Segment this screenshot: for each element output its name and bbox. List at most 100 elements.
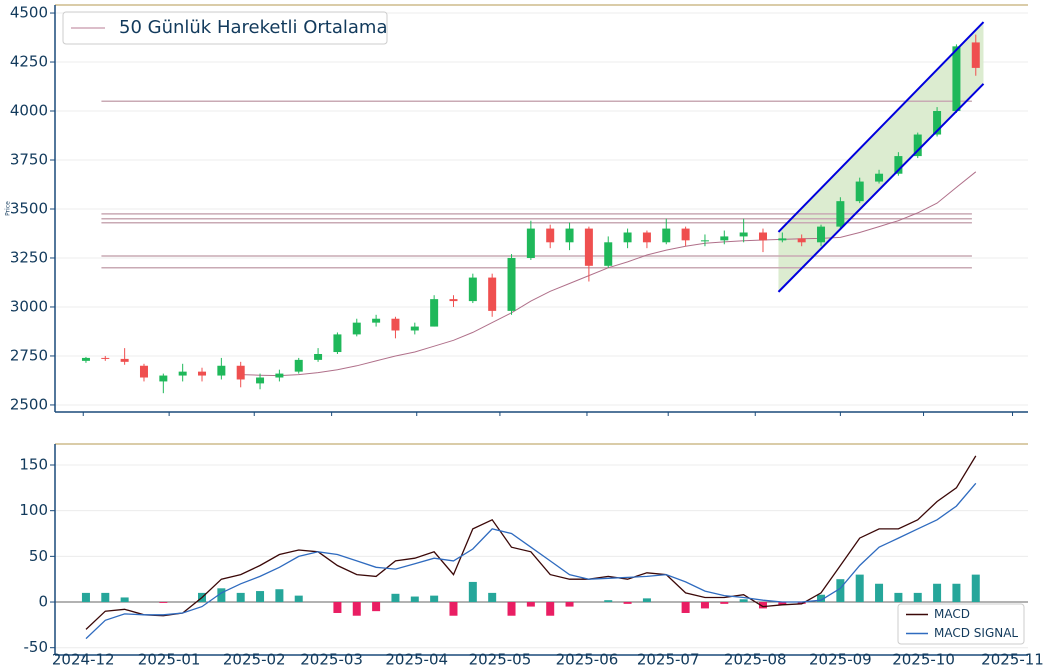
histogram-bar [739, 599, 748, 603]
histogram-bar [294, 595, 303, 603]
y-tick-label: 2500 [10, 395, 48, 413]
candle-body [913, 134, 922, 157]
candle-body [488, 277, 497, 311]
histogram-bar [159, 602, 168, 603]
histogram-bar [449, 602, 458, 616]
y-tick-label: 150 [19, 456, 48, 474]
x-tick-label: 2025-03 [300, 651, 363, 669]
legend-label: MACD [934, 607, 970, 621]
y-axis-label: Price [5, 201, 12, 216]
candle-body [81, 357, 90, 361]
y-tick-label: -50 [24, 638, 49, 656]
histogram-bar [681, 602, 690, 613]
candle-body [797, 238, 806, 243]
histogram-bar [101, 592, 110, 603]
histogram-bar [836, 579, 845, 603]
y-tick-label: 4250 [10, 53, 48, 71]
y-tick-label: 3000 [10, 297, 48, 315]
histogram-bar [758, 602, 767, 609]
candle-body [642, 232, 651, 243]
histogram-bar [333, 602, 342, 613]
candle-body [507, 257, 516, 311]
candle-body [120, 358, 129, 362]
candle-body [410, 326, 419, 331]
histogram-bar [507, 602, 516, 616]
candle-body [584, 228, 593, 266]
candle-body [256, 377, 265, 384]
y-tick-label: 3750 [10, 151, 48, 169]
x-tick-label: 2025-04 [385, 651, 448, 669]
candle-body [739, 232, 748, 237]
histogram-bar [275, 589, 284, 603]
x-tick-label: 2025-11 [981, 651, 1044, 669]
y-tick-label: 2750 [10, 346, 48, 364]
candle-body [894, 156, 903, 174]
legend-label: MACD SIGNAL [934, 626, 1018, 640]
candle-body [836, 201, 845, 227]
candle-body [778, 238, 787, 241]
candle-body [468, 277, 477, 302]
candle-body [933, 111, 942, 135]
x-tick-label: 2025-09 [809, 651, 872, 669]
candle-body [294, 359, 303, 372]
histogram-bar [913, 592, 922, 603]
histogram-bar [410, 596, 419, 603]
candle-body [449, 299, 458, 302]
histogram-bar [933, 583, 942, 603]
histogram-bar [565, 602, 574, 607]
candle-body [178, 371, 187, 376]
candle-body [333, 334, 342, 353]
histogram-bar [120, 597, 129, 603]
x-tick-label: 2025-07 [637, 651, 700, 669]
candle-body [952, 46, 961, 112]
histogram-bar [256, 591, 265, 603]
histogram-bar [894, 592, 903, 603]
x-tick-label: 2024-12 [52, 651, 115, 669]
candle-body [681, 228, 690, 241]
candle-body [391, 318, 400, 331]
candle-body [700, 240, 709, 242]
candle-body [875, 173, 884, 182]
histogram-bar [817, 594, 826, 603]
histogram-bar [372, 602, 381, 612]
candle-body [139, 365, 148, 378]
histogram-bar [217, 588, 226, 603]
y-tick-label: 4000 [10, 102, 48, 120]
x-tick-label: 2025-02 [223, 651, 286, 669]
candle-body [372, 318, 381, 323]
histogram-bar [546, 602, 555, 616]
candle-body [546, 228, 555, 243]
histogram-bar [971, 574, 980, 603]
histogram-bar [623, 602, 632, 604]
histogram-bar [797, 602, 806, 604]
candle-body [817, 226, 826, 243]
histogram-bar [391, 593, 400, 603]
x-tick-label: 2025-08 [724, 651, 787, 669]
candle-body [971, 42, 980, 68]
macd-line [85, 482, 977, 640]
candle-body [236, 365, 245, 380]
histogram-bar [642, 598, 651, 603]
candle-body [275, 373, 284, 378]
y-tick-label: 50 [29, 547, 48, 565]
x-tick-label: 2025-05 [469, 651, 532, 669]
candle-body [101, 357, 110, 359]
candle-body [604, 242, 613, 266]
histogram-bar [81, 592, 90, 603]
candle-body [758, 232, 767, 241]
channel-line [777, 21, 985, 233]
x-tick-label: 2025-01 [138, 651, 201, 669]
histogram-bar [855, 574, 864, 603]
moving-average [240, 171, 977, 377]
x-tick-label: 2025-10 [892, 651, 955, 669]
candle-body [217, 365, 226, 376]
candle-body [430, 299, 439, 327]
histogram-bar [488, 592, 497, 603]
candle-body [159, 375, 168, 382]
histogram-bar [430, 595, 439, 603]
candle-body [352, 322, 361, 335]
histogram-bar [352, 602, 361, 616]
histogram-bar [604, 600, 613, 603]
histogram-bar [952, 583, 961, 603]
